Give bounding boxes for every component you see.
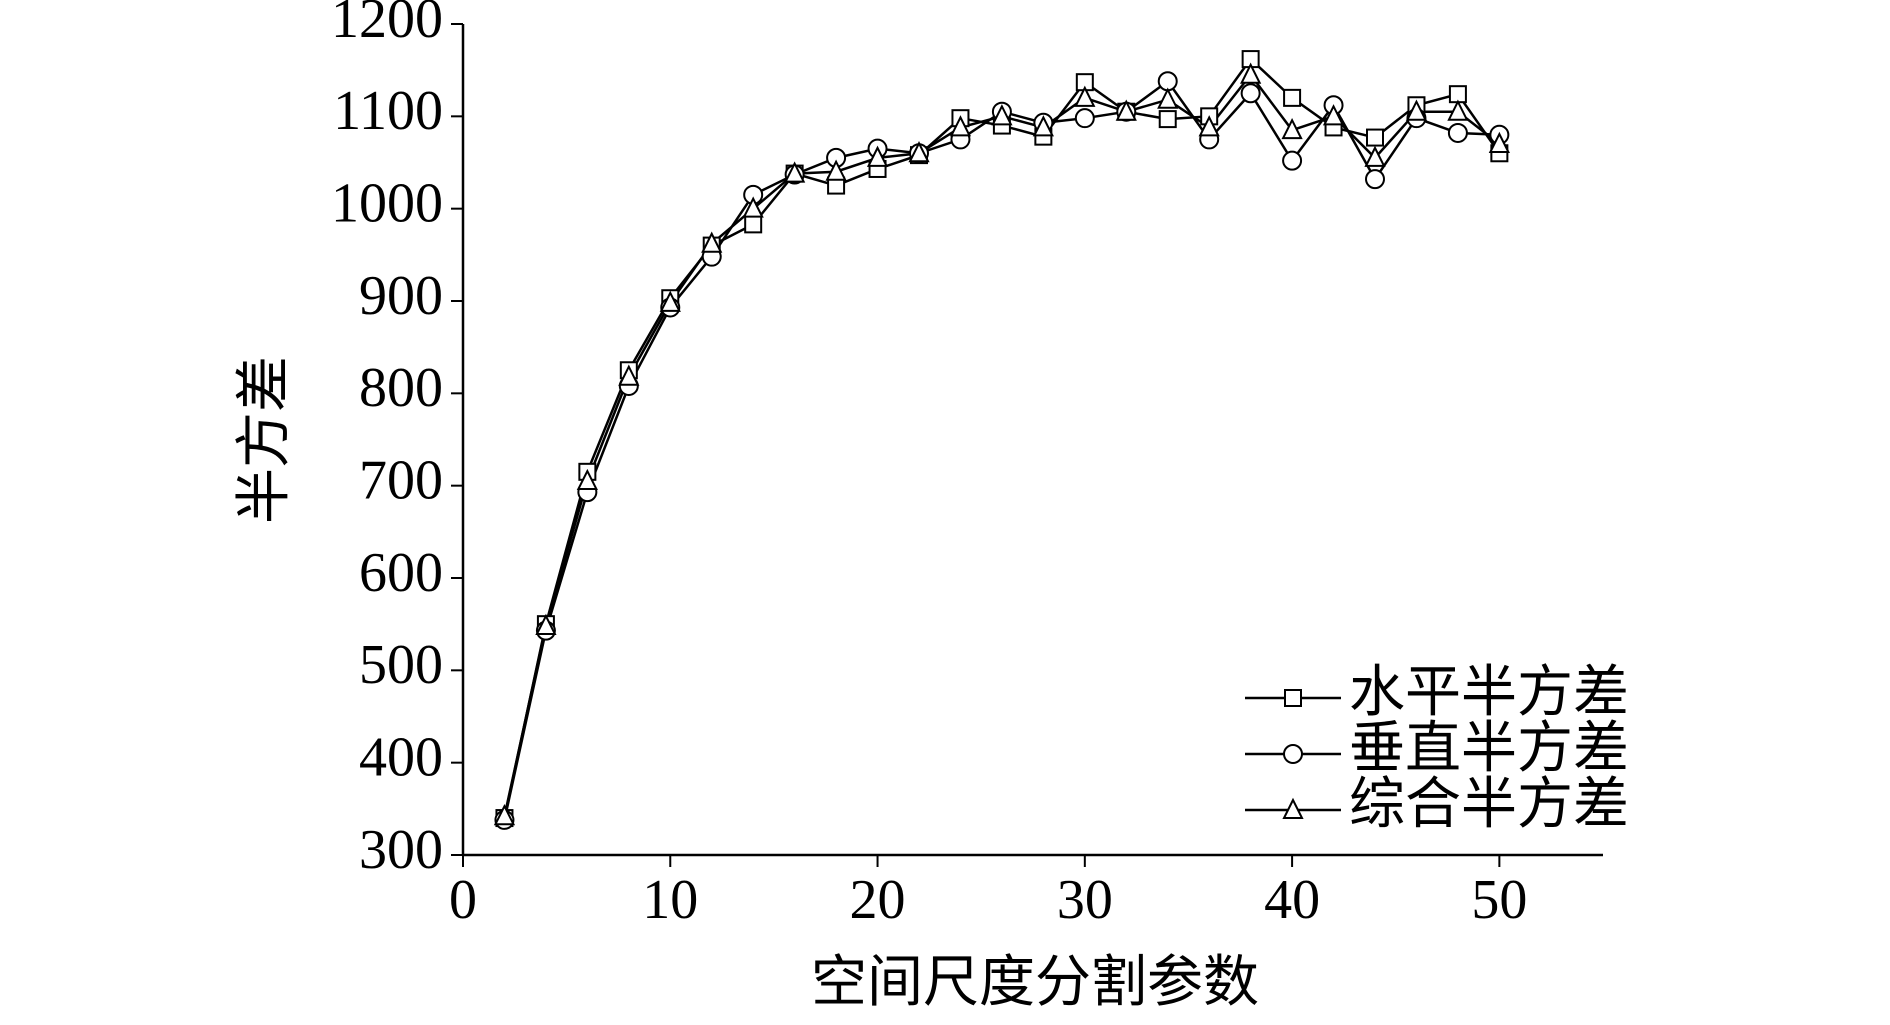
marker	[1157, 87, 1179, 109]
marker	[1240, 83, 1261, 104]
marker	[991, 104, 1013, 126]
x-tick-label: 50	[1471, 869, 1527, 931]
marker	[1488, 131, 1510, 154]
x-tick-label: 30	[1057, 869, 1113, 931]
y-tick-label: 900	[359, 265, 443, 327]
marker	[1283, 744, 1303, 764]
y-tick-label: 1100	[333, 80, 443, 142]
y-tick-label: 500	[359, 634, 443, 696]
marker	[784, 161, 806, 183]
legend-item: 垂直半方差	[1245, 718, 1629, 780]
marker	[1074, 85, 1096, 107]
y-tick-label: 300	[359, 819, 443, 881]
y-tick-label: 400	[359, 727, 443, 789]
marker	[1158, 110, 1177, 129]
marker	[1322, 104, 1345, 126]
marker	[866, 145, 889, 167]
marker	[1032, 115, 1054, 137]
marker	[618, 364, 640, 386]
legend-text: 综合半方差	[1349, 774, 1629, 836]
marker	[1447, 122, 1468, 143]
marker	[949, 115, 972, 137]
legend-text: 水平半方差	[1349, 662, 1629, 724]
y-tick-label: 800	[359, 357, 443, 419]
marker	[742, 196, 764, 218]
marker	[1365, 169, 1385, 190]
x-tick-label: 40	[1264, 869, 1320, 931]
marker	[1282, 797, 1304, 819]
marker	[1364, 145, 1386, 167]
x-tick-label: 0	[449, 869, 477, 931]
marker	[1282, 150, 1303, 171]
marker	[1115, 99, 1137, 121]
marker	[825, 159, 847, 181]
legend-item: 综合半方差	[1245, 774, 1629, 836]
marker	[1366, 128, 1384, 147]
y-tick-label: 1000	[331, 173, 443, 235]
marker	[1284, 689, 1302, 707]
marker	[1405, 99, 1428, 121]
marker	[1198, 115, 1220, 137]
y-tick-label: 600	[359, 542, 443, 604]
y-tick-label: 700	[359, 450, 443, 512]
marker	[908, 141, 930, 163]
legend-text: 垂直半方差	[1349, 718, 1629, 780]
marker	[701, 231, 723, 253]
marker	[1283, 88, 1302, 107]
marker	[493, 803, 516, 826]
y-tick-label: 1200	[331, 0, 443, 50]
marker	[1074, 108, 1095, 129]
y-axis-label: 半方差	[234, 356, 296, 524]
legend-item: 水平半方差	[1245, 662, 1629, 724]
marker	[744, 215, 763, 234]
x-tick-label: 10	[642, 869, 698, 931]
x-tick-label: 20	[850, 869, 906, 931]
marker	[1447, 99, 1469, 121]
marker	[1281, 117, 1303, 140]
x-axis-label: 空间尺度分割参数	[811, 952, 1259, 1014]
marker	[1240, 62, 1262, 84]
marker	[576, 468, 598, 491]
marker	[535, 613, 557, 636]
marker	[659, 290, 681, 312]
